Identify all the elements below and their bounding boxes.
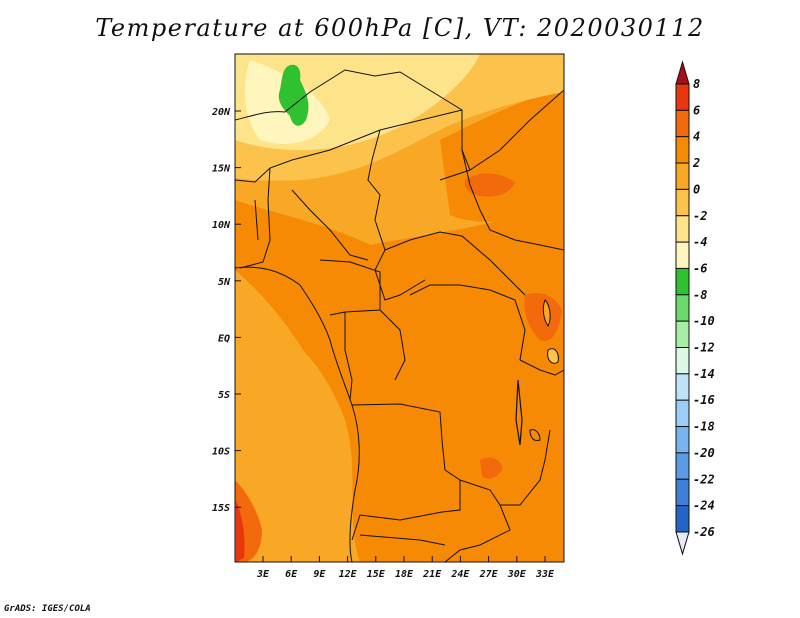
colorbar-label: 0 <box>693 182 700 196</box>
colorbar-label: 4 <box>693 130 700 144</box>
colorbar-swatch <box>675 267 690 296</box>
lat-label: 10N <box>212 220 231 231</box>
lat-label: 5N <box>218 277 231 288</box>
colorbar-label: -10 <box>693 314 715 328</box>
colorbar-swatch <box>675 452 690 480</box>
colorbar-swatch <box>675 505 690 533</box>
country-borders <box>235 69 564 562</box>
lon-label: 30E <box>507 569 527 580</box>
lon-label: 15E <box>367 569 386 580</box>
lat-label: 20N <box>211 107 231 118</box>
colorbar-swatch <box>675 188 690 217</box>
lon-label: 3E <box>256 569 270 580</box>
map-frame <box>234 53 565 563</box>
colorbar-bottom-arrow <box>675 531 690 556</box>
lon-label: 27E <box>479 569 499 580</box>
colorbar: 8 6 4 2 0 -2 -4 -6 -8 -10 -12 -14 -16 -18 -20 -22 -24 -26 <box>675 60 715 556</box>
colorbar-label: -12 <box>693 341 715 355</box>
colorbar-swatch <box>675 109 690 138</box>
colorbar-label: -24 <box>693 499 715 513</box>
colorbar-label: 6 <box>693 103 700 117</box>
lon-label: 6E <box>285 569 298 580</box>
grads-credit: GrADS: IGES/COLA <box>4 604 91 614</box>
colorbar-swatch <box>675 136 690 164</box>
colorbar-swatch <box>675 83 690 111</box>
lon-label: 9E <box>313 569 326 580</box>
colorbar-label: -20 <box>693 446 715 460</box>
colorbar-label: 2 <box>692 156 700 170</box>
colorbar-label: -2 <box>693 209 707 223</box>
lon-label: 21E <box>422 569 442 580</box>
colorbar-swatch <box>675 347 690 375</box>
lon-label: 24E <box>450 569 470 580</box>
lon-label: 33E <box>535 569 555 580</box>
lat-label: EQ <box>218 333 230 344</box>
lat-label: 15S <box>212 503 230 514</box>
lon-label: 12E <box>339 569 358 580</box>
longitude-axis: 3E 6E 9E 12E 15E 18E 21E 24E 27E 30E 33E <box>256 556 555 580</box>
colorbar-label: -6 <box>693 261 707 275</box>
colorbar-label: -22 <box>693 472 715 486</box>
lat-label: 5S <box>218 390 230 401</box>
colorbar-label: -16 <box>693 393 715 407</box>
colorbar-swatch <box>675 241 690 269</box>
colorbar-label: -8 <box>693 288 707 302</box>
colorbar-swatch <box>675 373 690 401</box>
chart-title: Temperature at 600hPa [C], VT: 202003011… <box>95 14 705 42</box>
colorbar-label: -4 <box>693 235 707 249</box>
lat-label: 15N <box>212 164 231 175</box>
colorbar-label: 8 <box>693 77 700 91</box>
colorbar-swatch <box>675 162 690 190</box>
colorbar-label: -18 <box>693 420 715 434</box>
colorbar-swatch <box>675 215 690 243</box>
colorbar-swatch <box>675 426 690 454</box>
colorbar-swatch <box>675 478 690 507</box>
lon-label: 18E <box>395 569 414 580</box>
lat-label: 10S <box>212 447 230 458</box>
temperature-field <box>235 54 564 562</box>
colorbar-swatch <box>675 294 690 322</box>
colorbar-label: -14 <box>693 367 715 381</box>
latitude-axis: 20N 15N 10N 5N EQ 5S 10S 15S <box>211 107 241 514</box>
colorbar-top-arrow <box>675 60 690 85</box>
colorbar-label: -26 <box>693 525 715 539</box>
colorbar-swatch <box>675 399 690 428</box>
colorbar-swatch <box>675 320 690 348</box>
